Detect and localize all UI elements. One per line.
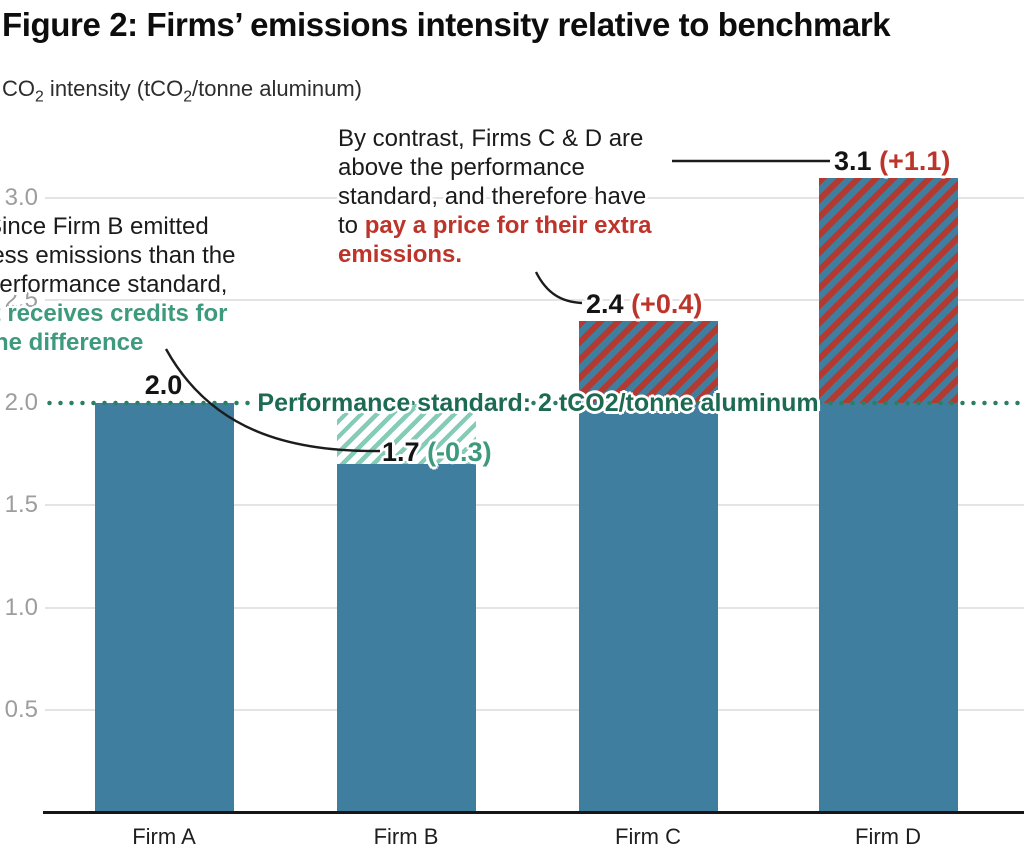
annotation-line: performance standard, — [0, 271, 228, 298]
value-label-firm-a: 2.0 — [121, 370, 206, 401]
y-axis-title-part: intensity (tCO — [43, 76, 184, 101]
xtick-firm-a: Firm A — [132, 824, 196, 849]
delta-text: (+0.4) — [631, 289, 703, 319]
bar-firm-d — [819, 403, 958, 812]
y-axis-title: CO2 intensity (tCO2/tonne aluminum) — [2, 76, 362, 106]
ytick-label-1.5: 1.5 — [4, 491, 38, 518]
value-text: 1.7 — [382, 437, 420, 467]
xtick-firm-c: Firm C — [615, 824, 681, 849]
y-axis-title-subscript: 2 — [35, 88, 44, 106]
figure-title: Figure 2: Firms’ emissions intensity rel… — [2, 6, 891, 43]
annotation-line-green: it receives credits for — [0, 300, 228, 327]
value-text: 2.0 — [144, 370, 183, 400]
gridline-1.0 — [45, 607, 1024, 609]
excess-hatch-firm-c — [579, 321, 718, 403]
annotation-firm-b: Since Firm B emitted less emissions than… — [0, 212, 235, 357]
excess-hatch-firm-d — [819, 178, 958, 403]
value-text: 3.1 — [834, 146, 872, 176]
ytick-label-2.0: 2.0 — [4, 389, 38, 416]
ytick-label-2.5: 2.5 — [4, 286, 38, 313]
value-label-firm-c: 2.4 (+0.4) — [586, 289, 702, 320]
bar-firm-a — [95, 403, 234, 812]
ytick-label-3.0: 3.0 — [4, 184, 38, 211]
delta-text: (-0.3) — [427, 437, 492, 467]
annotation-text: to — [338, 212, 365, 239]
benchmark-label: Performance standard: 2 tCO2/tonne alumi… — [257, 389, 819, 417]
annotation-line: above the performance — [338, 154, 585, 181]
value-label-firm-d: 3.1 (+1.1) — [834, 146, 950, 177]
annotation-line-red: emissions. — [338, 241, 463, 268]
value-text: 2.4 — [586, 289, 624, 319]
value-label-firm-b: 1.7 (-0.3) — [382, 437, 492, 468]
annotation-line-mixed: to pay a price for their extra — [338, 211, 651, 240]
annotation-line-green: the difference — [0, 329, 144, 356]
annotation-line: Since Firm B emitted — [0, 213, 209, 240]
annotation-line: less emissions than the — [0, 242, 236, 269]
gridline-3.0 — [45, 197, 1024, 199]
y-axis-title-subscript: 2 — [183, 88, 192, 106]
delta-text: (+1.1) — [879, 146, 951, 176]
benchmark-dotted-line — [44, 400, 1024, 406]
gridline-1.5 — [45, 504, 1024, 506]
bar-firm-b — [337, 464, 476, 812]
y-axis-title-part: /tonne aluminum) — [192, 76, 362, 101]
ytick-label-1.0: 1.0 — [4, 594, 38, 621]
x-axis-line — [43, 811, 1024, 814]
gridline-2.5 — [45, 299, 1024, 301]
xtick-firm-b: Firm B — [373, 824, 439, 849]
y-axis-title-part: CO — [2, 76, 35, 101]
annotation-line: By contrast, Firms C & D are — [338, 125, 644, 152]
bar-firm-c — [579, 403, 718, 812]
annotation-firms-cd: By contrast, Firms C & D are above the p… — [338, 124, 651, 269]
annotation-text-red: pay a price for their extra — [364, 212, 652, 239]
gridline-0.5 — [45, 709, 1024, 711]
annotation-line: standard, and therefore have — [338, 183, 647, 210]
xtick-firm-d: Firm D — [855, 824, 921, 849]
ytick-label-0.5: 0.5 — [4, 696, 38, 723]
